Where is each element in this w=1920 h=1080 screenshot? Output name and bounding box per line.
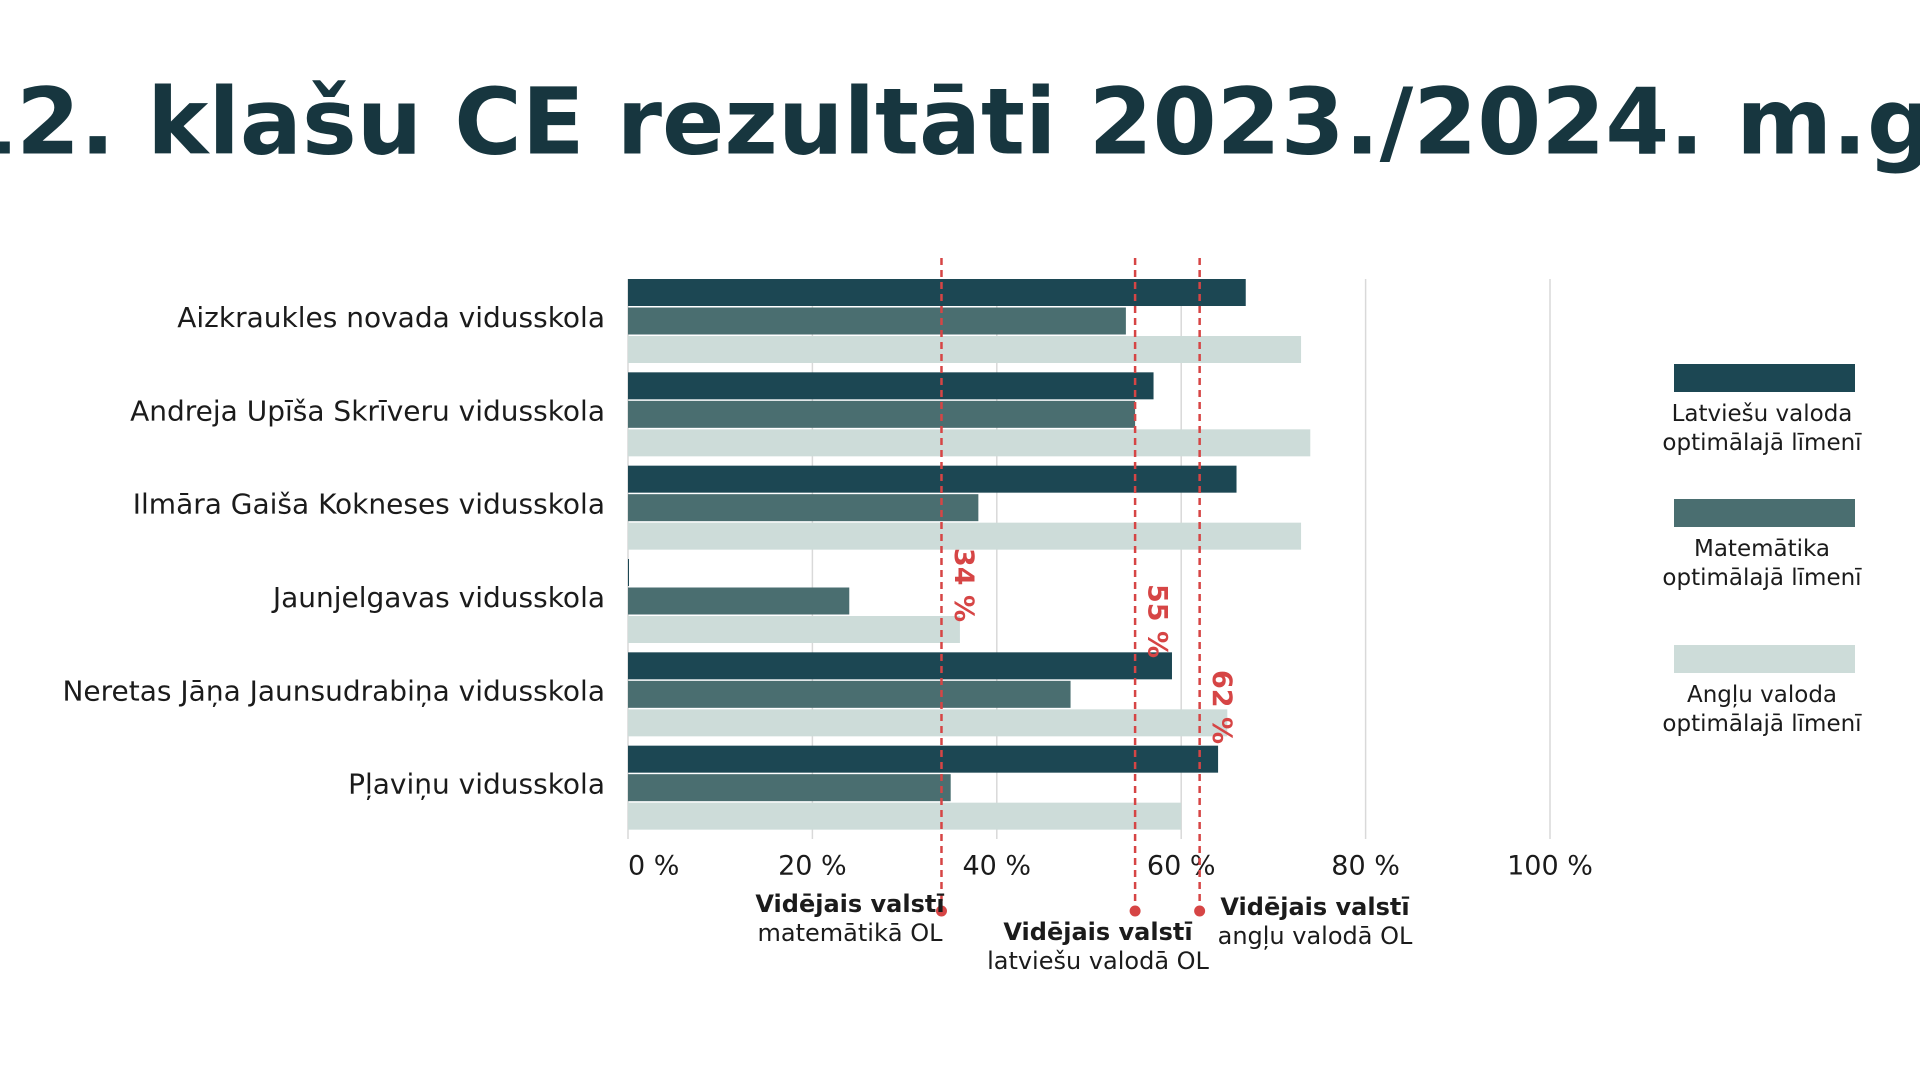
legend-label: Matemātika optimālajā līmenī <box>1662 536 1862 591</box>
legend-label: Latviešu valoda optimālajā līmenī <box>1662 401 1862 456</box>
category-label: Ilmāra Gaiša Kokneses vidusskola <box>133 488 605 521</box>
bar <box>628 774 951 802</box>
legend-swatch <box>1674 499 1855 527</box>
bar <box>628 709 1228 737</box>
reference-title: Vidējais valstī <box>1220 893 1409 921</box>
chart-title: 12. klašu CE rezultāti 2023./2024. m.g. <box>0 68 1920 175</box>
x-tick-label: 100 % <box>1507 851 1593 882</box>
bar <box>628 429 1311 457</box>
reference-label: 55 % <box>1142 584 1173 658</box>
reference-dot <box>935 905 947 917</box>
reference-title: Vidējais valstī <box>755 890 944 918</box>
x-tick-label: 0 % <box>628 851 679 882</box>
reference-title: Vidējais valstī <box>1003 918 1192 946</box>
bar <box>628 307 1126 335</box>
category-label: Andreja Upīša Skrīveru vidusskola <box>130 394 605 427</box>
category-label: Neretas Jāņa Jaunsudrabiņa vidusskola <box>62 674 605 707</box>
legend-label: Angļu valoda optimālajā līmenī <box>1662 682 1862 737</box>
bar <box>628 680 1071 708</box>
bar <box>628 494 979 522</box>
bar <box>628 400 1136 428</box>
category-label: Aizkraukles novada vidusskola <box>177 301 605 334</box>
bar <box>628 559 629 586</box>
bar <box>628 465 1237 493</box>
x-tick-label: 80 % <box>1331 851 1400 882</box>
legend-swatch <box>1674 645 1855 673</box>
bar <box>628 587 850 615</box>
x-tick-label: 40 % <box>962 851 1031 882</box>
reference-subtitle: angļu valodā OL <box>1218 922 1413 950</box>
x-tick-label: 60 % <box>1147 851 1216 882</box>
bar <box>628 652 1172 680</box>
reference-dot <box>1194 905 1206 917</box>
bar <box>628 745 1219 773</box>
x-tick-label: 20 % <box>778 851 847 882</box>
reference-label: 62 % <box>1206 670 1237 744</box>
bar <box>628 616 960 643</box>
reference-subtitle: latviešu valodā OL <box>987 947 1209 975</box>
reference-subtitle: matemātikā OL <box>758 919 944 947</box>
category-label: Pļaviņu vidusskola <box>348 768 605 801</box>
bar <box>628 372 1154 400</box>
bar <box>628 279 1246 306</box>
bar <box>628 522 1302 550</box>
category-label: Jaunjelgavas vidusskola <box>271 581 605 614</box>
bar <box>628 336 1302 363</box>
reference-label: 34 % <box>948 548 979 622</box>
reference-dot <box>1129 905 1141 917</box>
legend-swatch <box>1674 364 1855 392</box>
bar <box>628 802 1182 830</box>
